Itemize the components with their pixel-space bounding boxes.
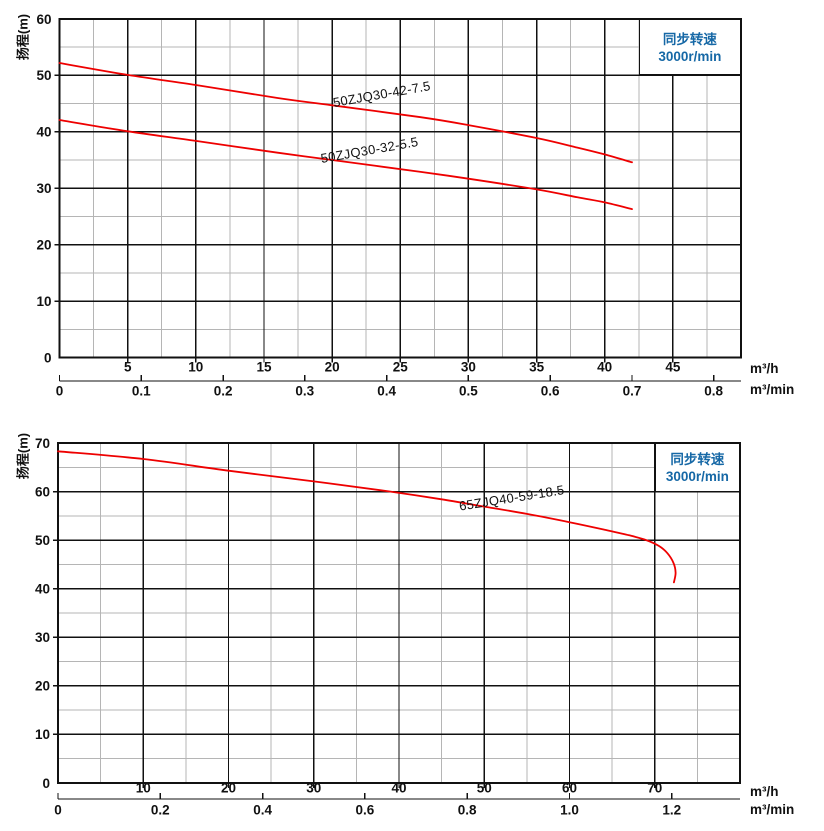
x2-tick-label: 0.6 (541, 384, 560, 399)
x-tick-label: 25 (393, 360, 409, 375)
grid-major (53, 443, 740, 788)
y-tick-label: 40 (36, 125, 51, 140)
y-tick-label: 40 (35, 582, 50, 597)
y-axis-title-bottom: 扬程(m) (15, 432, 31, 480)
legend-speed-label-bottom: 同步转速 (670, 451, 725, 467)
pump-curve (58, 62, 633, 164)
curve-label: 50ZJQ30-32-5.5 (320, 134, 420, 166)
y-tick-label: 70 (35, 436, 50, 451)
y-tick-label: 0 (44, 350, 52, 365)
x2-tick-label: 0.3 (295, 384, 314, 399)
unit-m3min-bottom: m³/min (750, 802, 795, 817)
x2-tick-label: 0.5 (459, 384, 478, 399)
grid-major (54, 19, 741, 363)
x2-tick-label: 0 (56, 384, 64, 399)
secondary-x-axis (57, 793, 740, 800)
x2-tick-label: 0.6 (356, 803, 375, 818)
x2-tick-label: 0.8 (458, 803, 477, 818)
x-tick-label: 5 (124, 360, 132, 375)
x-tick-label: 20 (325, 360, 340, 375)
x2-tick-label: 0.4 (377, 384, 396, 399)
y-tick-label: 60 (36, 12, 51, 27)
tick-labels: 0 10 20 30 40 50 60 5 10 15 20 25 30 35 40 45 0 0.1 0.2 0.3… (36, 12, 723, 399)
unit-m3h-top: m³/h (750, 361, 779, 376)
y-tick-label: 50 (36, 68, 51, 83)
x2-tick-label: 1.0 (560, 803, 579, 818)
y-tick-label: 60 (35, 484, 50, 499)
x-tick-label: 40 (391, 781, 406, 796)
x-tick-label: 40 (597, 360, 612, 375)
y-tick-label: 10 (36, 294, 51, 309)
x2-tick-label: 0 (54, 803, 62, 818)
x-tick-label: 30 (306, 781, 321, 796)
pump-curve (58, 119, 633, 210)
y-tick-label: 20 (35, 679, 50, 694)
x2-tick-label: 0.1 (132, 384, 151, 399)
y-tick-label: 50 (35, 533, 50, 548)
legend-box-bottom: 同步转速 3000r/min (654, 443, 740, 492)
x2-tick-label: 0.2 (214, 384, 233, 399)
x2-tick-label: 0.4 (253, 803, 272, 818)
x-tick-label: 70 (647, 781, 662, 796)
pump-curve (57, 450, 677, 584)
x2-tick-label: 0.2 (151, 803, 170, 818)
x2-tick-label: 0.8 (704, 384, 723, 399)
x2-tick-label: 1.2 (662, 803, 681, 818)
legend-speed-value-bottom: 3000r/min (665, 468, 729, 484)
x-tick-label: 45 (665, 360, 681, 375)
x-tick-label: 10 (188, 360, 203, 375)
curves: 50ZJQ30-42-7.5 50ZJQ30-32-5.5 (58, 62, 633, 210)
y-tick-label: 0 (42, 776, 50, 791)
chart-top: 0 10 20 30 40 50 60 5 10 15 20 25 30 35 40 45 0 0.1 0.2 0.3… (36, 12, 742, 399)
x-tick-label: 20 (221, 781, 236, 796)
x-tick-label: 35 (529, 360, 545, 375)
tick-labels: 0 10 20 30 40 50 60 70 10 20 30 40 50 60 70 0 0.2 0.4 0.6 0… (35, 436, 681, 818)
y-tick-label: 20 (36, 238, 51, 253)
x-tick-label: 50 (477, 781, 492, 796)
unit-m3min-top: m³/min (750, 382, 795, 397)
legend-box-top: 同步转速 3000r/min (638, 19, 741, 76)
legend-speed-value-top: 3000r/min (658, 48, 722, 64)
y-tick-label: 10 (35, 727, 50, 742)
y-tick-label: 30 (35, 630, 50, 645)
x-tick-label: 60 (562, 781, 577, 796)
x2-tick-label: 0.7 (623, 384, 642, 399)
legend-speed-label-top: 同步转速 (662, 31, 717, 47)
chart-bottom: 0 10 20 30 40 50 60 70 10 20 30 40 50 60 70 0 0.2 0.4 0.6 0… (35, 436, 741, 818)
secondary-x-axis (58, 375, 741, 382)
y-tick-label: 30 (36, 181, 51, 196)
curves: 65ZJQ40-59-18.5 (57, 450, 677, 584)
curve-label: 65ZJQ40-59-18.5 (458, 482, 565, 513)
x-tick-label: 10 (136, 781, 151, 796)
x-tick-label: 15 (256, 360, 272, 375)
x-tick-label: 30 (461, 360, 476, 375)
plot-border (58, 18, 742, 359)
plot-border (57, 442, 741, 784)
unit-m3h-bottom: m³/h (750, 784, 779, 799)
curve-label: 50ZJQ30-42-7.5 (332, 78, 432, 110)
y-axis-title-top: 扬程(m) (15, 13, 31, 61)
